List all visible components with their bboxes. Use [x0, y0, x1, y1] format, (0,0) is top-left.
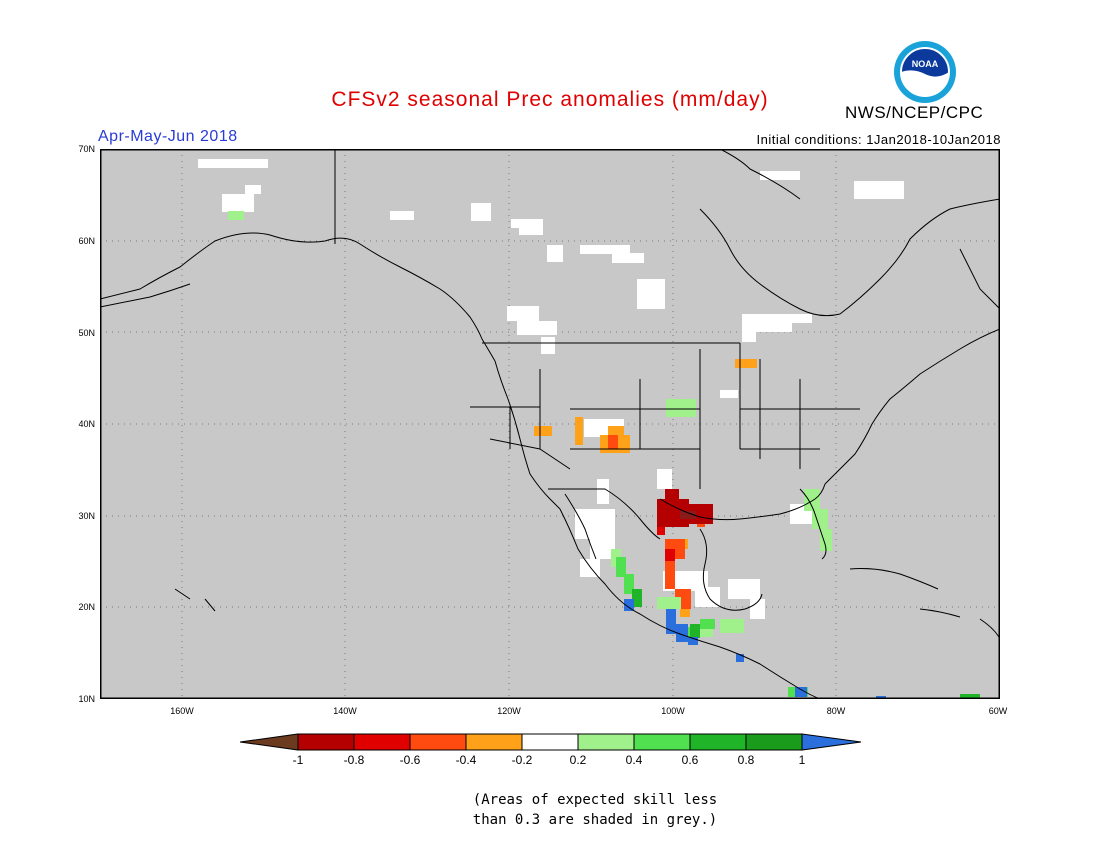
- colorbar: [240, 733, 862, 751]
- borders: [470, 342, 860, 540]
- colorbar-label: 0.6: [681, 753, 699, 767]
- colorbar-swatch: [353, 733, 411, 751]
- colorbar-label: -0.4: [455, 753, 477, 767]
- lon-label: 100W: [661, 706, 685, 716]
- coastlines: [100, 149, 1000, 699]
- colorbar-arrow-right: [801, 733, 862, 751]
- colorbar-label: 0.2: [569, 753, 587, 767]
- colorbar-swatch: [633, 733, 691, 751]
- noaa-logo-text: NOAA: [912, 59, 939, 69]
- colorbar-label: -0.2: [511, 753, 533, 767]
- anomaly-cells: [198, 159, 980, 699]
- initial-conditions-label: Initial conditions: 1Jan2018-10Jan2018: [756, 132, 1001, 147]
- colorbar-arrow-left: [240, 733, 299, 751]
- gridlines: [100, 149, 1000, 699]
- lon-label: 160W: [170, 706, 194, 716]
- season-label: Apr-May-Jun 2018: [98, 128, 238, 145]
- dry-darkest-cells: [680, 511, 696, 519]
- wet-darkgreen-cells: [632, 589, 980, 699]
- lon-label: 140W: [333, 706, 357, 716]
- colorbar-label: -0.6: [399, 753, 421, 767]
- map-frame: [100, 149, 1000, 699]
- colorbar-swatch: [521, 733, 579, 751]
- skill-note-line2: than 0.3 are shaded in grey.): [472, 812, 718, 828]
- map-title: CFSv2 seasonal Prec anomalies (mm/day): [331, 88, 769, 111]
- colorbar-swatch: [689, 733, 747, 751]
- colorbar-swatch: [297, 733, 355, 751]
- colorbar-swatch: [577, 733, 635, 751]
- lon-label: 60W: [988, 706, 1008, 716]
- lat-label: 10N: [78, 694, 95, 704]
- precip-anomaly-map: [100, 149, 1000, 699]
- colorbar-label: 0.4: [625, 753, 643, 767]
- lon-label: 120W: [497, 706, 521, 716]
- agency-label: NWS/NCEP/CPC: [845, 103, 984, 122]
- lat-label: 30N: [78, 511, 95, 521]
- noaa-logo: NOAA: [894, 41, 956, 103]
- lon-label: 80W: [826, 706, 846, 716]
- colorbar-label: -1: [292, 753, 304, 767]
- colorbar-label: 1: [798, 753, 806, 767]
- colorbar-swatch: [409, 733, 467, 751]
- colorbar-label: 0.8: [737, 753, 755, 767]
- lat-label: 50N: [78, 328, 95, 338]
- colorbar-swatch: [745, 733, 803, 751]
- lat-label: 70N: [78, 144, 95, 154]
- lat-label: 20N: [78, 602, 95, 612]
- skill-note-line1: (Areas of expected skill less: [472, 792, 718, 808]
- lat-label: 60N: [78, 236, 95, 246]
- wet-lightgreen-cells: [228, 211, 832, 637]
- wet-blue-cells: [624, 599, 886, 699]
- lat-label: 40N: [78, 419, 95, 429]
- colorbar-label: -0.8: [343, 753, 365, 767]
- colorbar-swatch: [465, 733, 523, 751]
